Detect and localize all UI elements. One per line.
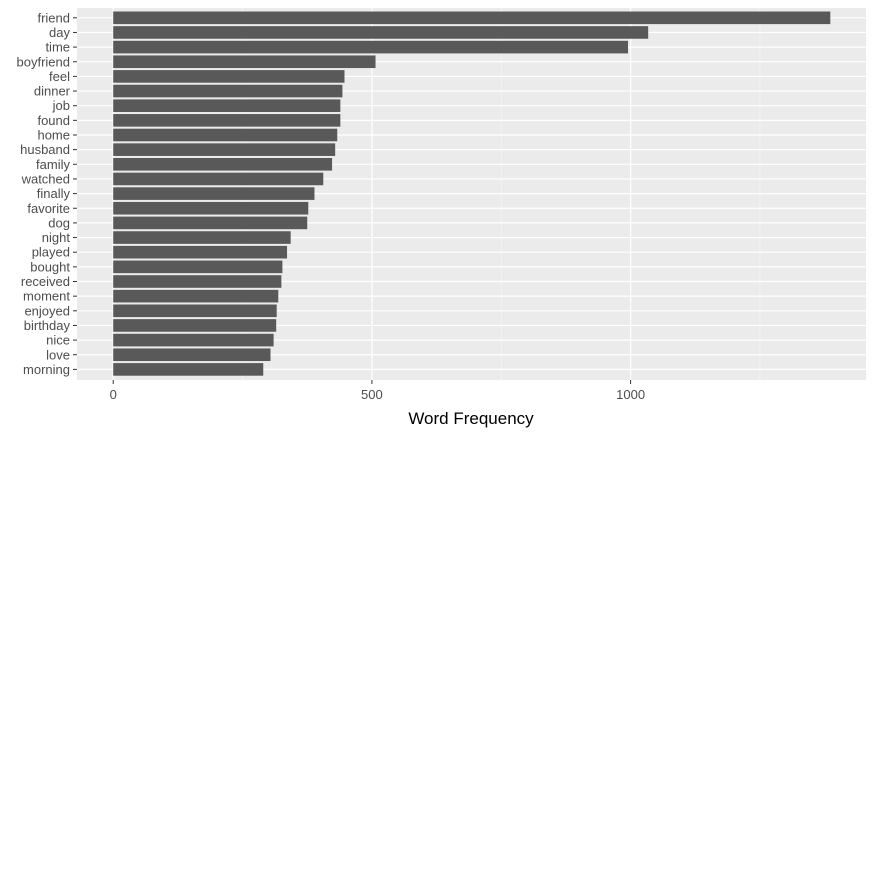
- bar-enjoyed: [113, 304, 277, 318]
- bar-played: [113, 245, 288, 259]
- y-tick-label-day: day: [49, 25, 70, 40]
- y-tick-label-moment: moment: [23, 289, 70, 304]
- bar-favorite: [113, 201, 309, 215]
- y-tick-label-birthday: birthday: [24, 318, 71, 333]
- x-axis-title: Word Frequency: [408, 409, 534, 428]
- bar-time: [113, 40, 629, 54]
- bar-birthday: [113, 319, 277, 332]
- y-axis: frienddaytimeboyfriendfeeldinnerjobfound…: [17, 10, 77, 377]
- y-tick-label-night: night: [42, 230, 71, 245]
- bars: [113, 11, 831, 376]
- bar-husband: [113, 143, 336, 156]
- y-tick-label-feel: feel: [49, 69, 70, 84]
- y-tick-label-home: home: [37, 128, 70, 143]
- y-tick-label-job: job: [52, 98, 70, 113]
- x-tick-label-0: 0: [110, 387, 117, 402]
- y-tick-label-watched: watched: [21, 171, 70, 186]
- bar-received: [113, 275, 282, 288]
- bar-finally: [113, 187, 315, 200]
- y-tick-label-friend: friend: [37, 10, 70, 25]
- bar-moment: [113, 289, 279, 303]
- x-tick-label-1000: 1000: [616, 387, 645, 402]
- y-tick-label-bought: bought: [30, 259, 70, 274]
- y-tick-label-husband: husband: [20, 142, 70, 157]
- y-tick-label-finally: finally: [37, 186, 71, 201]
- y-tick-label-love: love: [46, 347, 70, 362]
- bar-watched: [113, 172, 324, 186]
- y-tick-label-nice: nice: [46, 333, 70, 348]
- bar-day: [113, 26, 649, 39]
- y-tick-label-found: found: [37, 113, 70, 128]
- bar-feel: [113, 70, 345, 83]
- y-tick-label-enjoyed: enjoyed: [24, 303, 70, 318]
- bar-love: [113, 348, 271, 362]
- y-tick-label-dog: dog: [48, 215, 70, 230]
- bar-job: [113, 99, 341, 112]
- bar-morning: [113, 363, 264, 376]
- bar-bought: [113, 260, 283, 274]
- bar-nice: [113, 333, 274, 347]
- y-tick-label-received: received: [21, 274, 70, 289]
- bar-found: [113, 114, 341, 127]
- bar-dinner: [113, 84, 343, 98]
- y-tick-label-dinner: dinner: [34, 84, 71, 99]
- bar-home: [113, 128, 338, 142]
- y-tick-label-played: played: [32, 245, 70, 260]
- bar-family: [113, 158, 333, 171]
- bar-night: [113, 231, 291, 244]
- x-tick-label-500: 500: [361, 387, 383, 402]
- bar-friend: [113, 11, 831, 25]
- x-axis: 0 500 1000: [110, 380, 645, 402]
- y-tick-label-time: time: [45, 40, 70, 55]
- y-tick-label-boyfriend: boyfriend: [17, 54, 70, 69]
- y-tick-label-morning: morning: [23, 362, 70, 377]
- bar-dog: [113, 216, 308, 230]
- bar-boyfriend: [113, 55, 376, 69]
- y-tick-label-family: family: [36, 157, 70, 172]
- y-tick-label-favorite: favorite: [27, 201, 70, 216]
